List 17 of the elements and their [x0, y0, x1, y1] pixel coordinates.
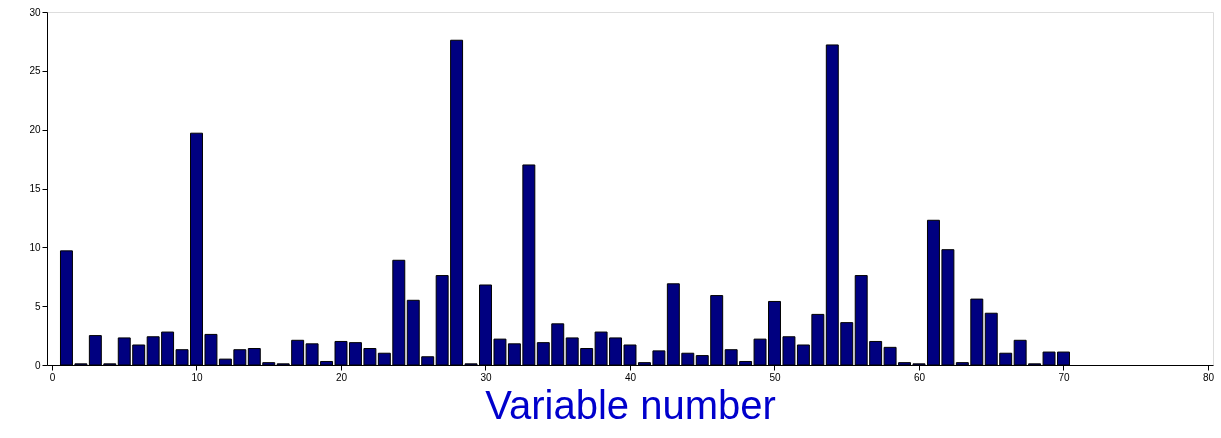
x-tick-label: 40 — [624, 371, 637, 383]
x-tick-label: 10 — [191, 371, 203, 383]
x-tick-label: 60 — [913, 371, 926, 383]
y-tick-label: 25 — [29, 65, 41, 77]
y-tick-label: 0 — [34, 359, 41, 371]
x-tick-label: 80 — [1202, 371, 1215, 383]
x-tick-label: 20 — [335, 371, 348, 383]
x-tick-label: 50 — [769, 371, 781, 383]
x-tick-label: 70 — [1058, 371, 1070, 383]
y-tick-label: 5 — [34, 300, 41, 312]
y-tick-label: 30 — [29, 6, 41, 18]
y-tick-label: 20 — [29, 124, 41, 136]
x-tick-label: 30 — [480, 371, 492, 383]
x-axis-title: Variable number — [485, 382, 776, 427]
x-tick-label: 0 — [49, 371, 56, 383]
y-tick-label: 10 — [29, 241, 41, 253]
y-tick-label: 15 — [29, 183, 41, 194]
